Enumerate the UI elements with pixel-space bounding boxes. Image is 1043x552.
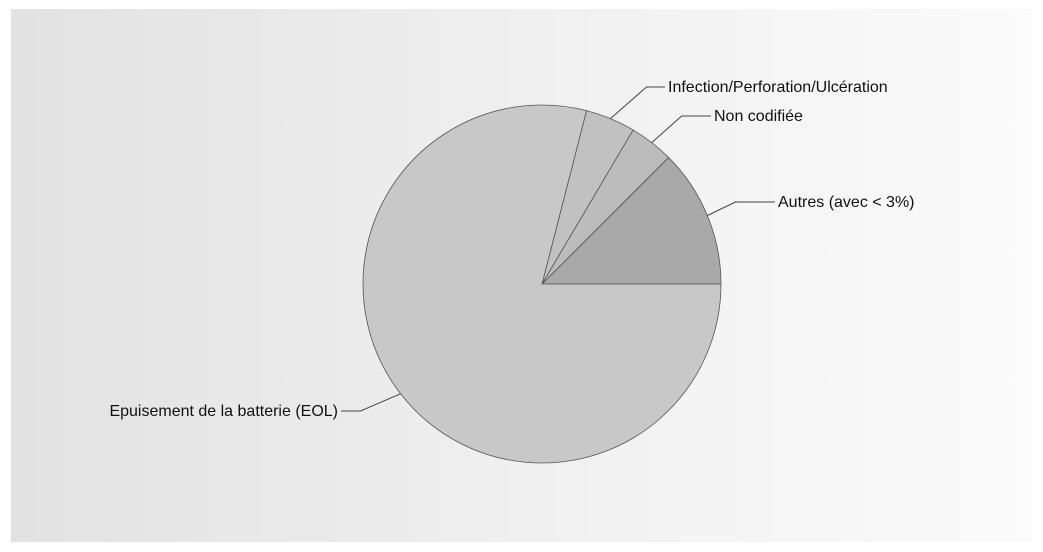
pie-slice (541, 156, 722, 285)
pie-labels: Autres (avec < 3%) Non codifiée Infection/… (109, 79, 914, 420)
leader-line (610, 86, 665, 119)
slice-label: Autres (avec < 3%) (778, 194, 915, 211)
slice-label: Infection/Perforation/Ulcération (668, 79, 888, 96)
pie-slices (362, 104, 722, 464)
leader-line (651, 115, 711, 143)
slice-label: Epuisement de la batterie (EOL) (109, 403, 338, 420)
leader-line (707, 201, 775, 216)
leader-line (341, 393, 401, 412)
slice-label: Non codifiée (714, 108, 803, 125)
